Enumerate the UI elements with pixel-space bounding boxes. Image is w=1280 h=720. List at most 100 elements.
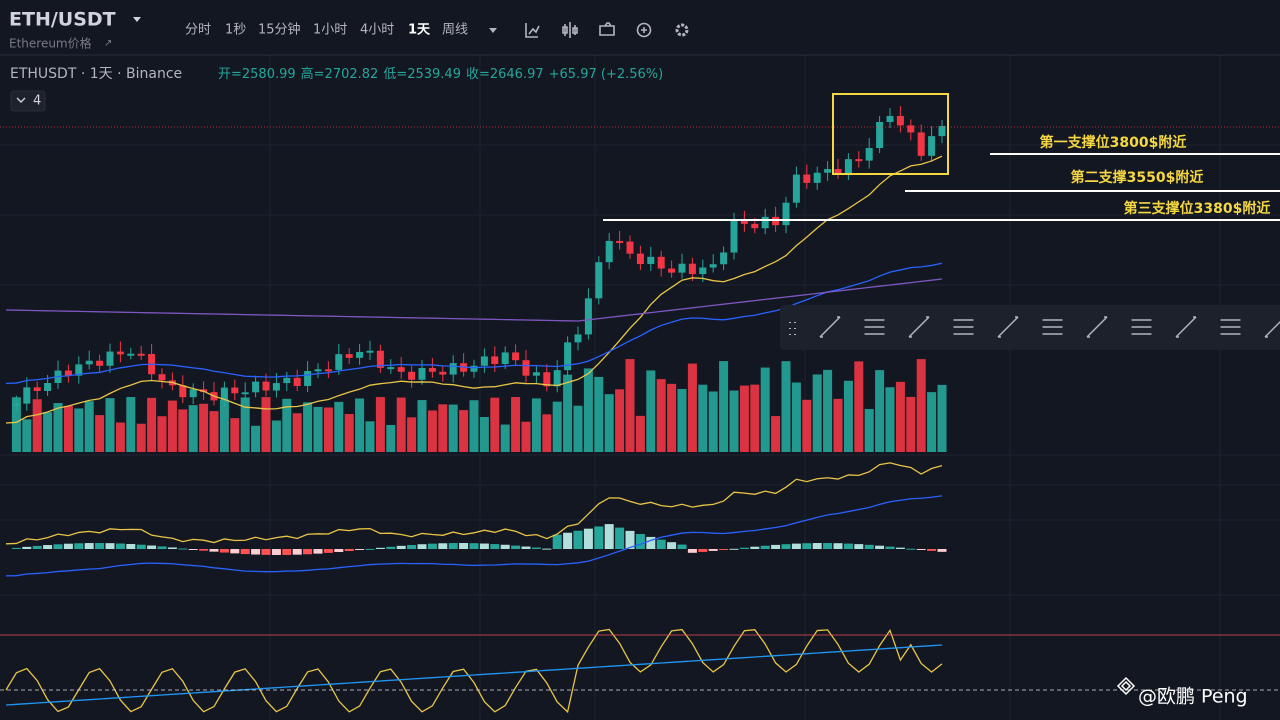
drawing-tool[interactable] bbox=[1175, 316, 1197, 338]
indicator-icon[interactable] bbox=[525, 23, 540, 38]
volume-bar bbox=[95, 415, 105, 452]
macd-bar bbox=[11, 547, 21, 549]
macd-bar bbox=[115, 543, 125, 549]
candle bbox=[439, 371, 447, 375]
macd-bar bbox=[511, 545, 521, 549]
volume-bar bbox=[375, 397, 385, 452]
rsi-ma bbox=[5, 644, 943, 706]
drawing-tool[interactable] bbox=[953, 319, 974, 335]
macd-bar bbox=[760, 545, 770, 549]
highlight-box[interactable] bbox=[832, 93, 949, 175]
macd-bar bbox=[84, 543, 94, 549]
macd-bar bbox=[729, 548, 739, 550]
settings-icon[interactable] bbox=[675, 23, 689, 37]
interval-button[interactable]: 4小时 bbox=[360, 23, 394, 38]
macd-bar bbox=[53, 544, 63, 549]
macd-bar bbox=[188, 549, 198, 550]
volume-bar bbox=[105, 398, 115, 452]
candle bbox=[657, 256, 665, 269]
volume-bar bbox=[823, 369, 833, 452]
macd-bar bbox=[531, 547, 541, 549]
candle bbox=[85, 360, 93, 365]
interval-button[interactable]: 分时 bbox=[185, 23, 211, 38]
support-label-1: 第一支撑位3800$附近 bbox=[1040, 134, 1187, 151]
macd-bar bbox=[355, 549, 365, 550]
drawing-tool[interactable] bbox=[1086, 316, 1108, 338]
support-label-2: 第二支撑3550$附近 bbox=[1071, 169, 1204, 186]
macd-bar bbox=[95, 543, 105, 549]
drawing-tool[interactable] bbox=[1220, 319, 1241, 335]
volume-bar bbox=[615, 389, 625, 452]
indicator-toggle[interactable] bbox=[10, 90, 46, 112]
candle bbox=[543, 372, 551, 387]
drawing-tool[interactable] bbox=[1131, 319, 1152, 335]
candle bbox=[595, 262, 603, 299]
chevron bbox=[16, 97, 26, 103]
macd-bar bbox=[230, 549, 240, 554]
macd-bar bbox=[209, 549, 219, 552]
interval-button[interactable]: 1小时 bbox=[313, 23, 347, 38]
volume-bar bbox=[583, 368, 593, 452]
snapshot-icon[interactable] bbox=[599, 22, 615, 36]
volume-bar bbox=[84, 401, 94, 452]
macd-bar bbox=[438, 543, 448, 549]
volume-bar bbox=[594, 376, 604, 452]
macd-bar bbox=[375, 547, 385, 549]
candle bbox=[668, 268, 676, 273]
volume-bar bbox=[885, 387, 895, 452]
macd-bar bbox=[407, 544, 417, 549]
macd-bar bbox=[417, 544, 427, 549]
add-icon[interactable] bbox=[636, 22, 652, 38]
macd-bar bbox=[583, 528, 593, 549]
chart-type-icon[interactable] bbox=[562, 22, 578, 38]
macd-bar bbox=[490, 544, 500, 549]
ohlc: 开=2580.99 高=2702.82 低=2539.49 收=2646.97 +65.… bbox=[218, 66, 663, 82]
candle bbox=[64, 370, 72, 376]
ohlc-high: 高=2702.82 bbox=[301, 66, 379, 82]
candle bbox=[376, 350, 384, 368]
candle bbox=[824, 169, 832, 173]
interval-button[interactable]: 1天 bbox=[408, 23, 431, 38]
ohlc-low: 低=2539.49 bbox=[383, 67, 461, 82]
toolbar-icons bbox=[525, 22, 689, 38]
volume-bar bbox=[167, 400, 177, 452]
candle bbox=[345, 354, 353, 358]
signal-line bbox=[5, 495, 943, 577]
interval-button[interactable]: 15分钟 bbox=[258, 22, 301, 38]
drawing-tool[interactable] bbox=[908, 316, 930, 338]
macd-bar bbox=[199, 549, 209, 551]
drawing-tool[interactable] bbox=[1264, 317, 1280, 338]
volume-bar bbox=[708, 391, 718, 452]
volume-bar bbox=[292, 413, 302, 452]
drawing-tool[interactable] bbox=[997, 316, 1019, 338]
macd-bar bbox=[448, 543, 458, 549]
drawing-tool[interactable] bbox=[864, 319, 885, 335]
macd-bar bbox=[43, 545, 53, 549]
macd-bar bbox=[365, 548, 375, 550]
volume-bar bbox=[802, 399, 812, 452]
interval-button[interactable]: 1秒 bbox=[225, 23, 246, 38]
macd-bar bbox=[303, 549, 313, 555]
macd-bar bbox=[219, 549, 229, 553]
interval-dropdown[interactable] bbox=[489, 28, 497, 33]
candle bbox=[252, 381, 260, 393]
subtitle[interactable]: Ethereum价格 bbox=[9, 36, 92, 51]
candle bbox=[865, 148, 873, 161]
macd-bar bbox=[791, 543, 801, 549]
drawing-tool[interactable] bbox=[1042, 319, 1063, 335]
drawing-tool[interactable] bbox=[819, 316, 841, 338]
volume-bar bbox=[895, 381, 905, 452]
symbol[interactable]: ETH/USDT bbox=[9, 9, 116, 31]
drawing-toolbar bbox=[780, 305, 1280, 350]
volume-bar bbox=[126, 397, 136, 452]
macd-bar bbox=[646, 536, 656, 549]
volume-bar bbox=[542, 414, 552, 452]
interval-button[interactable]: 周线 bbox=[442, 23, 468, 38]
volume-bar bbox=[282, 398, 292, 452]
candle bbox=[709, 264, 717, 268]
macd-bar bbox=[750, 546, 760, 549]
symbol-dropdown[interactable] bbox=[133, 17, 141, 22]
volume-bar bbox=[43, 412, 53, 452]
candle bbox=[408, 371, 416, 380]
